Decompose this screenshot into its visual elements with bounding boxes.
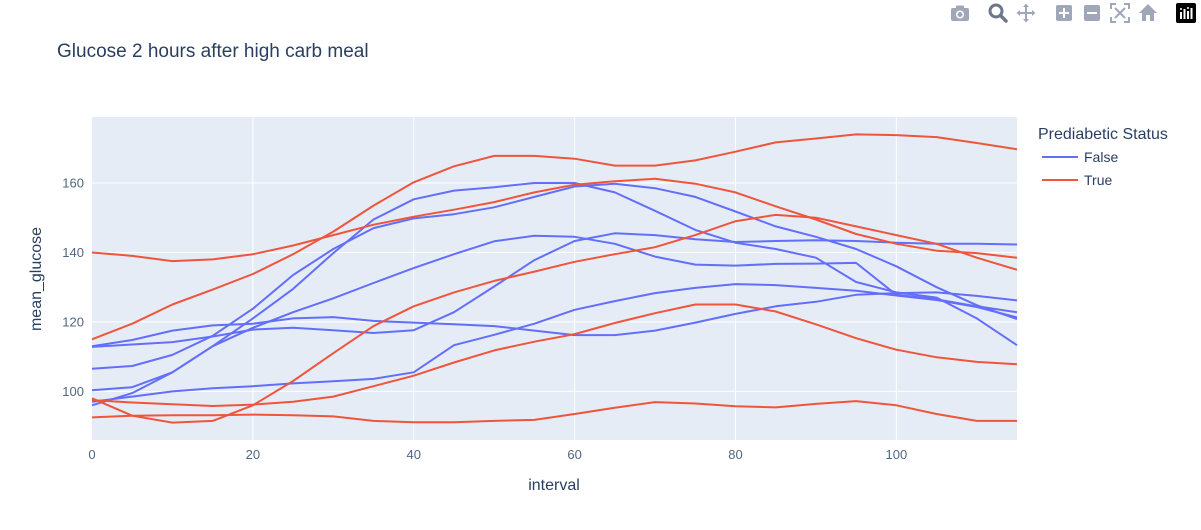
- series-line-true-10[interactable]: [91, 213, 1018, 424]
- x-tick-label: 60: [567, 447, 581, 462]
- y-axis-label: mean_glucose: [28, 227, 45, 331]
- series-line-false-2[interactable]: [91, 182, 1018, 370]
- y-axis-ticks: 100 120 140 160: [62, 175, 84, 398]
- chart-title: Glucose 2 hours after high carb meal: [57, 41, 369, 62]
- modebar: [949, 2, 1197, 24]
- reset-axes-icon[interactable]: [1137, 2, 1159, 24]
- y-tick-label: 100: [62, 384, 84, 399]
- y-tick-label: 160: [62, 175, 84, 190]
- y-tick-label: 140: [62, 245, 84, 260]
- x-tick-label: 40: [407, 447, 421, 462]
- series-line-true-11[interactable]: [91, 400, 1017, 424]
- zoom-icon[interactable]: [987, 2, 1009, 24]
- legend-label-false: False: [1084, 149, 1118, 165]
- series-line-true-7[interactable]: [91, 177, 1018, 263]
- series-lines: [91, 133, 1018, 424]
- plotly-logo-icon[interactable]: [1175, 2, 1197, 24]
- x-tick-label: 100: [885, 447, 907, 462]
- legend-label-true: True: [1084, 172, 1112, 188]
- series-line-false-3[interactable]: [91, 182, 1018, 407]
- grid-lines: [92, 117, 1017, 440]
- zoom-in-icon[interactable]: [1053, 2, 1075, 24]
- series-line-true-9[interactable]: [91, 303, 1018, 407]
- legend: Prediabetic Status False True: [1038, 126, 1168, 188]
- legend-item-true[interactable]: True: [1042, 172, 1112, 188]
- x-tick-label: 0: [88, 447, 95, 462]
- camera-icon[interactable]: [949, 2, 971, 24]
- series-line-false-5[interactable]: [91, 234, 1018, 392]
- series-line-true-8[interactable]: [91, 133, 1018, 341]
- x-tick-label: 80: [728, 447, 742, 462]
- y-tick-label: 120: [62, 314, 84, 329]
- x-tick-label: 20: [246, 447, 260, 462]
- zoom-out-icon[interactable]: [1081, 2, 1103, 24]
- x-axis-label: interval: [528, 477, 580, 494]
- x-axis-ticks: 0 20 40 60 80 100: [88, 447, 907, 462]
- pan-icon[interactable]: [1015, 2, 1037, 24]
- legend-item-false[interactable]: False: [1042, 149, 1118, 165]
- legend-title: Prediabetic Status: [1038, 126, 1168, 143]
- autoscale-icon[interactable]: [1109, 2, 1131, 24]
- series-line-false-6[interactable]: [91, 283, 1018, 403]
